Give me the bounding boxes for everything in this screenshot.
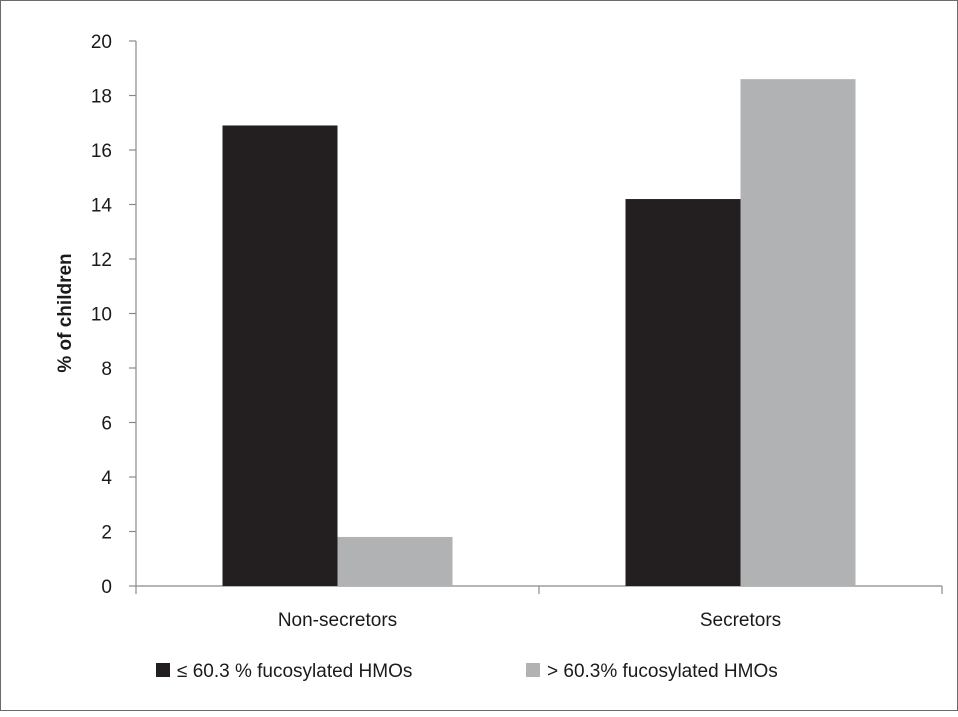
- y-tick-label: 4: [101, 468, 112, 489]
- bar: [337, 536, 453, 586]
- y-tick-label: 10: [91, 305, 112, 326]
- bars: [222, 79, 856, 587]
- y-tick-label: 16: [91, 141, 112, 162]
- x-category-label: Secretors: [700, 610, 781, 631]
- bar: [222, 125, 338, 586]
- y-axis-title: % of children: [55, 253, 76, 372]
- y-tick-label: 14: [91, 196, 113, 217]
- y-tick-label: 6: [101, 414, 112, 435]
- legend-swatch: [526, 663, 540, 677]
- legend-swatch: [156, 663, 170, 677]
- y-tick-label: 0: [101, 577, 112, 598]
- bar: [740, 79, 856, 587]
- legend: ≤ 60.3 % fucosylated HMOs > 60.3% fucosyl…: [156, 661, 778, 682]
- y-tick-label: 20: [91, 32, 112, 53]
- x-category-label: Non-secretors: [278, 610, 397, 631]
- y-tick-label: 2: [101, 523, 112, 544]
- y-tick-label: 8: [101, 359, 112, 380]
- y-tick-labels: 0 2 4 6 8 10 12 14 16 18 20: [91, 32, 113, 598]
- bar: [625, 199, 741, 587]
- y-tick-label: 12: [91, 250, 112, 271]
- legend-label: ≤ 60.3 % fucosylated HMOs: [177, 661, 412, 682]
- legend-label: > 60.3% fucosylated HMOs: [547, 661, 778, 682]
- y-tick-label: 18: [91, 87, 112, 108]
- x-category-labels: Non-secretors Secretors: [278, 610, 781, 631]
